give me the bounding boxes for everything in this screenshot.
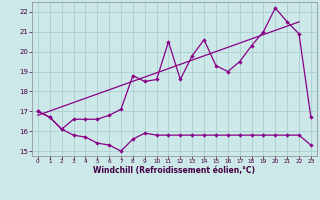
X-axis label: Windchill (Refroidissement éolien,°C): Windchill (Refroidissement éolien,°C) xyxy=(93,166,255,175)
